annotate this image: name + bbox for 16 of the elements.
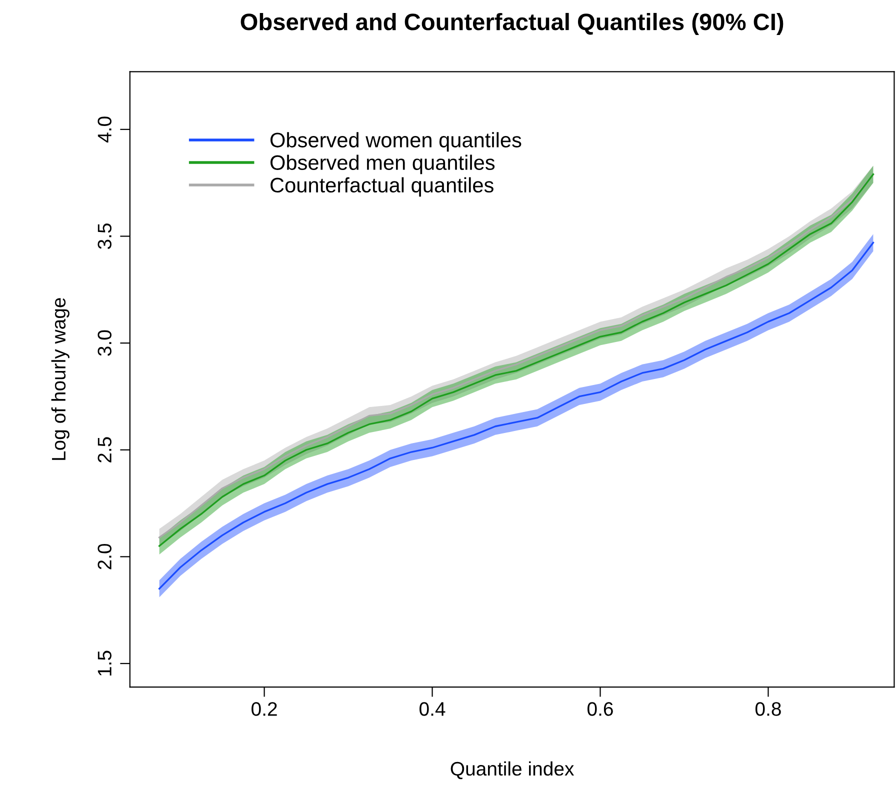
y-tick-label: 1.5 — [98, 650, 112, 676]
chart-title: Observed and Counterfactual Quantiles (90% CI) — [240, 12, 784, 35]
x-tick-label: 0.4 — [420, 702, 446, 716]
x-tick-label: 0.6 — [587, 702, 613, 716]
y-tick-label: 4.0 — [98, 116, 112, 142]
x-tick-label: 0.2 — [252, 702, 277, 716]
y-tick-label: 2.0 — [98, 544, 112, 570]
legend-label: Counterfactual quantiles — [270, 177, 494, 197]
x-axis-title: Quantile index — [450, 761, 574, 780]
x-tick-label: 0.8 — [755, 702, 781, 716]
y-tick-label: 3.5 — [98, 224, 112, 250]
y-axis-title: Log of hourly wage — [51, 298, 70, 460]
y-tick-label: 3.0 — [98, 330, 112, 356]
y-tick-label: 2.5 — [98, 437, 112, 462]
legend-label: Observed women quantiles — [270, 132, 522, 152]
legend-label: Observed men quantiles — [270, 154, 495, 174]
